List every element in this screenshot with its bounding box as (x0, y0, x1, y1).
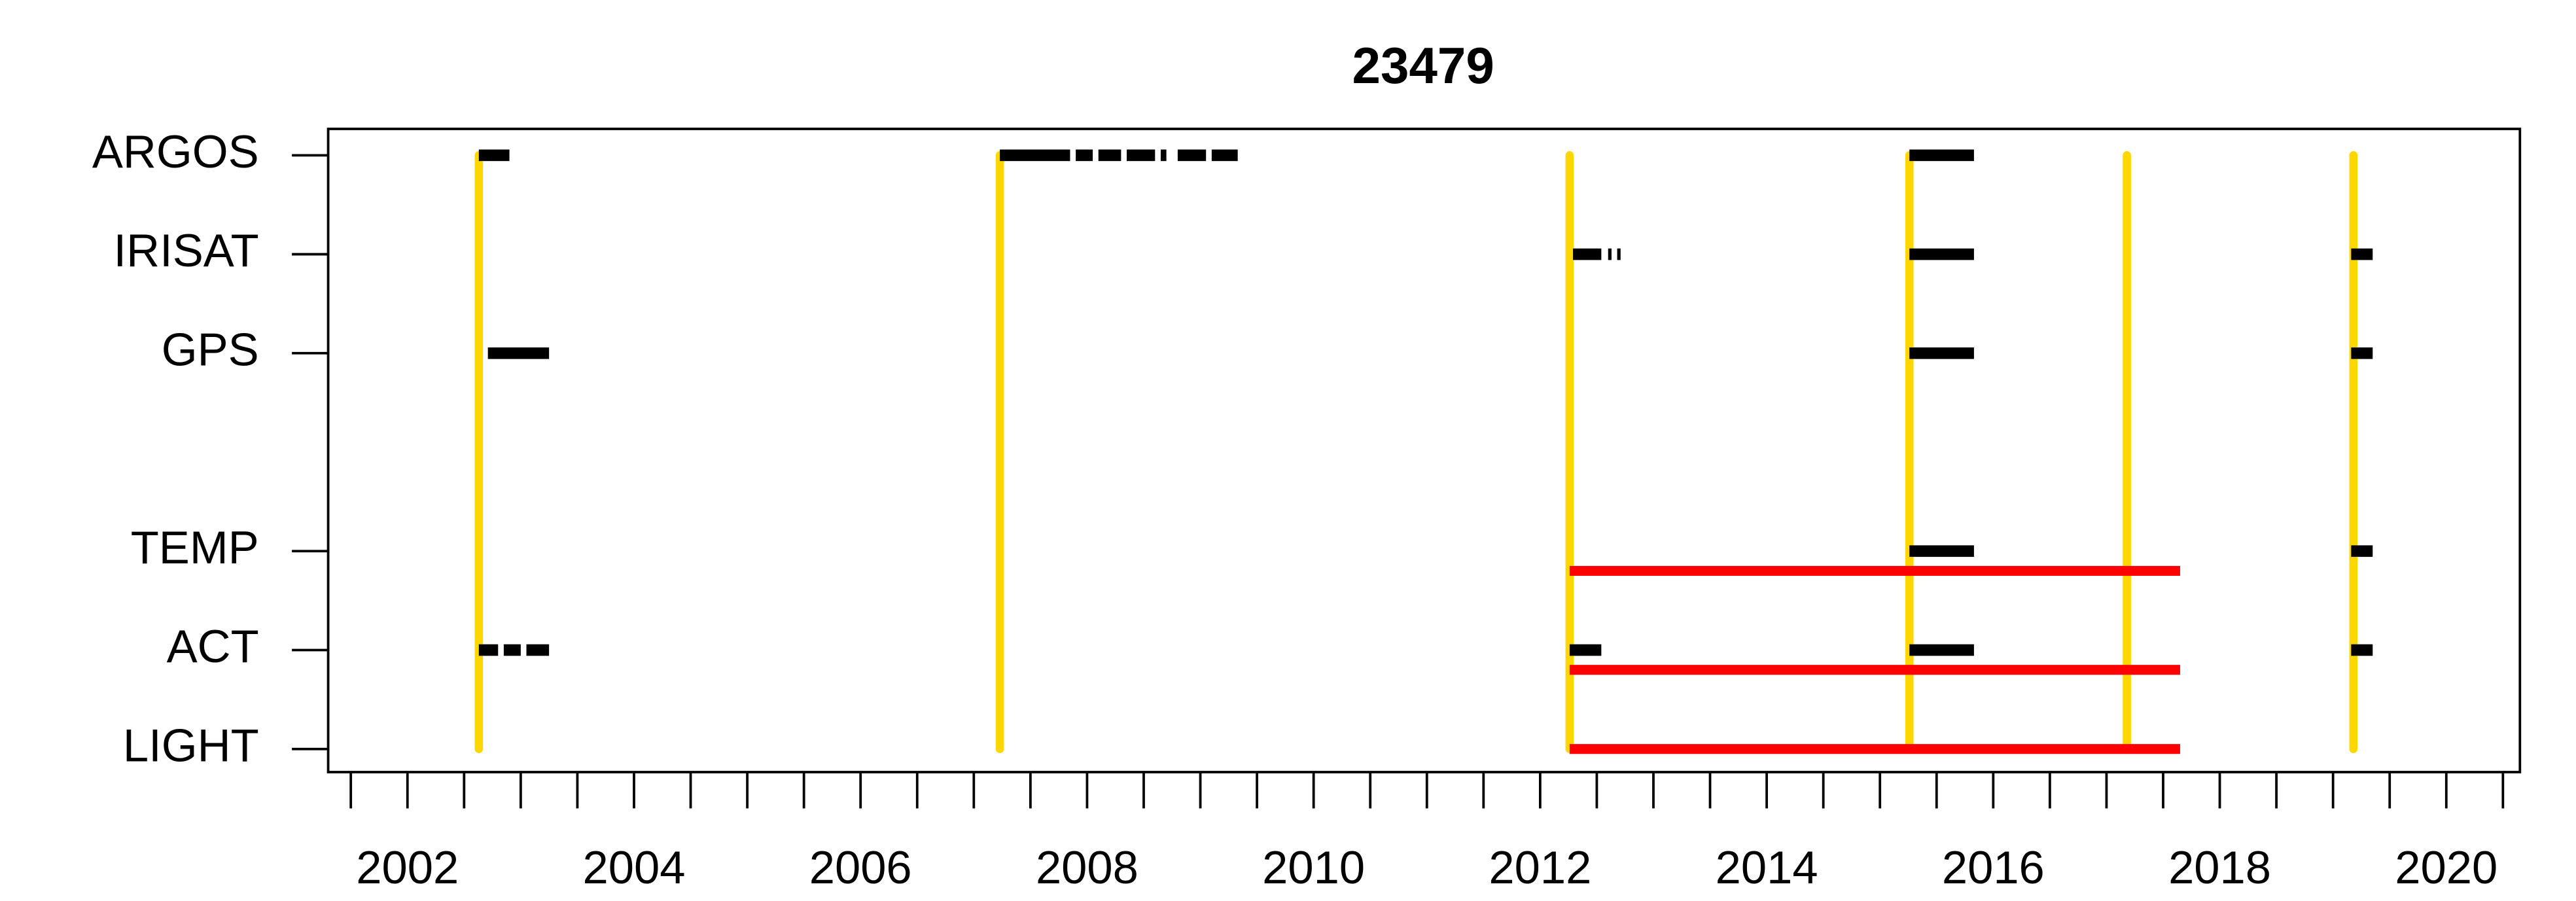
data-segment (1127, 149, 1156, 162)
data-segment (1909, 248, 1974, 260)
sensor-range (1569, 744, 2180, 754)
x-tick-label: 2010 (1262, 841, 1365, 893)
sensor-range (1569, 565, 2180, 576)
data-segment (1608, 248, 1612, 260)
data-segment (1909, 149, 1974, 162)
x-tick-label: 2018 (2168, 841, 2271, 893)
data-segment (1160, 149, 1167, 162)
data-segment (478, 644, 499, 656)
data-segment (2351, 644, 2373, 656)
data-segment (1909, 347, 1974, 359)
data-segment (1177, 149, 1207, 162)
y-tick-label: LIGHT (123, 719, 259, 771)
x-tick-label: 2008 (1036, 841, 1138, 893)
data-segment (1098, 149, 1121, 162)
x-tick-label: 2020 (2395, 841, 2497, 893)
data-segment (478, 149, 510, 162)
y-tick-label: IRISAT (114, 224, 259, 276)
x-tick-label: 2006 (809, 841, 912, 893)
y-tick-label: ARGOS (92, 126, 259, 177)
data-segment (1617, 248, 1621, 260)
data-segment (503, 644, 521, 656)
data-segment (2351, 347, 2373, 359)
y-tick-label: ACT (167, 620, 259, 672)
data-segment (1909, 545, 1974, 557)
x-tick-label: 2012 (1489, 841, 1591, 893)
chart-title: 23479 (1352, 37, 1494, 94)
x-tick-label: 2002 (356, 841, 459, 893)
y-tick-label: TEMP (131, 521, 259, 573)
data-segment (2351, 545, 2373, 557)
x-tick-label: 2016 (1942, 841, 2045, 893)
data-segment (1573, 248, 1602, 260)
y-tick-label: GPS (162, 323, 259, 375)
data-segment (487, 347, 550, 359)
x-tick-label: 2014 (1716, 841, 1818, 893)
data-segment (1076, 149, 1093, 162)
data-segment (1211, 149, 1238, 162)
data-segment (1569, 644, 1602, 656)
data-segment (1909, 644, 1974, 656)
x-tick-label: 2004 (582, 841, 685, 893)
data-segment (1000, 149, 1070, 162)
plot-frame (326, 128, 2522, 773)
data-segment (526, 644, 550, 656)
sensor-range (1569, 665, 2180, 675)
data-segment (2351, 248, 2373, 260)
